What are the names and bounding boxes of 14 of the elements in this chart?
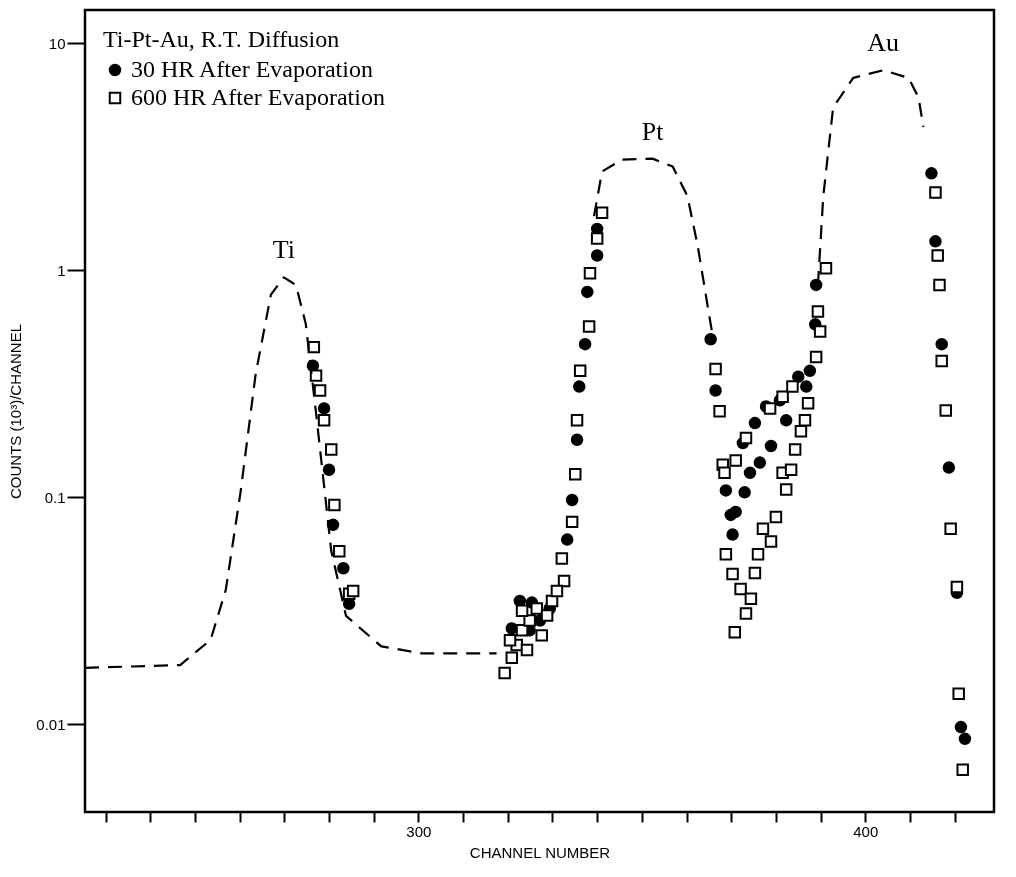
annotation: Au xyxy=(867,28,900,58)
x-tick-label: 300 xyxy=(406,822,432,840)
annotation: Ti xyxy=(272,235,295,265)
annotation: Pt xyxy=(641,116,665,146)
x-axis-title: CHANNEL NUMBER xyxy=(469,843,611,861)
y-tick-label: 0.01 xyxy=(36,715,66,733)
y-tick-label: 10 xyxy=(48,34,66,52)
y-tick-label: 0.1 xyxy=(44,488,66,506)
y-axis-title: COUNTS (10³)/CHANNEL xyxy=(7,323,25,500)
legend-title: Ti-Pt-Au, R.T. Diffusion xyxy=(103,26,340,52)
y-tick-label: 1 xyxy=(57,261,66,279)
legend-label: 30 HR After Evaporation xyxy=(131,56,373,82)
x-tick-label: 400 xyxy=(853,822,879,840)
legend-label: 600 HR After Evaporation xyxy=(131,84,385,110)
